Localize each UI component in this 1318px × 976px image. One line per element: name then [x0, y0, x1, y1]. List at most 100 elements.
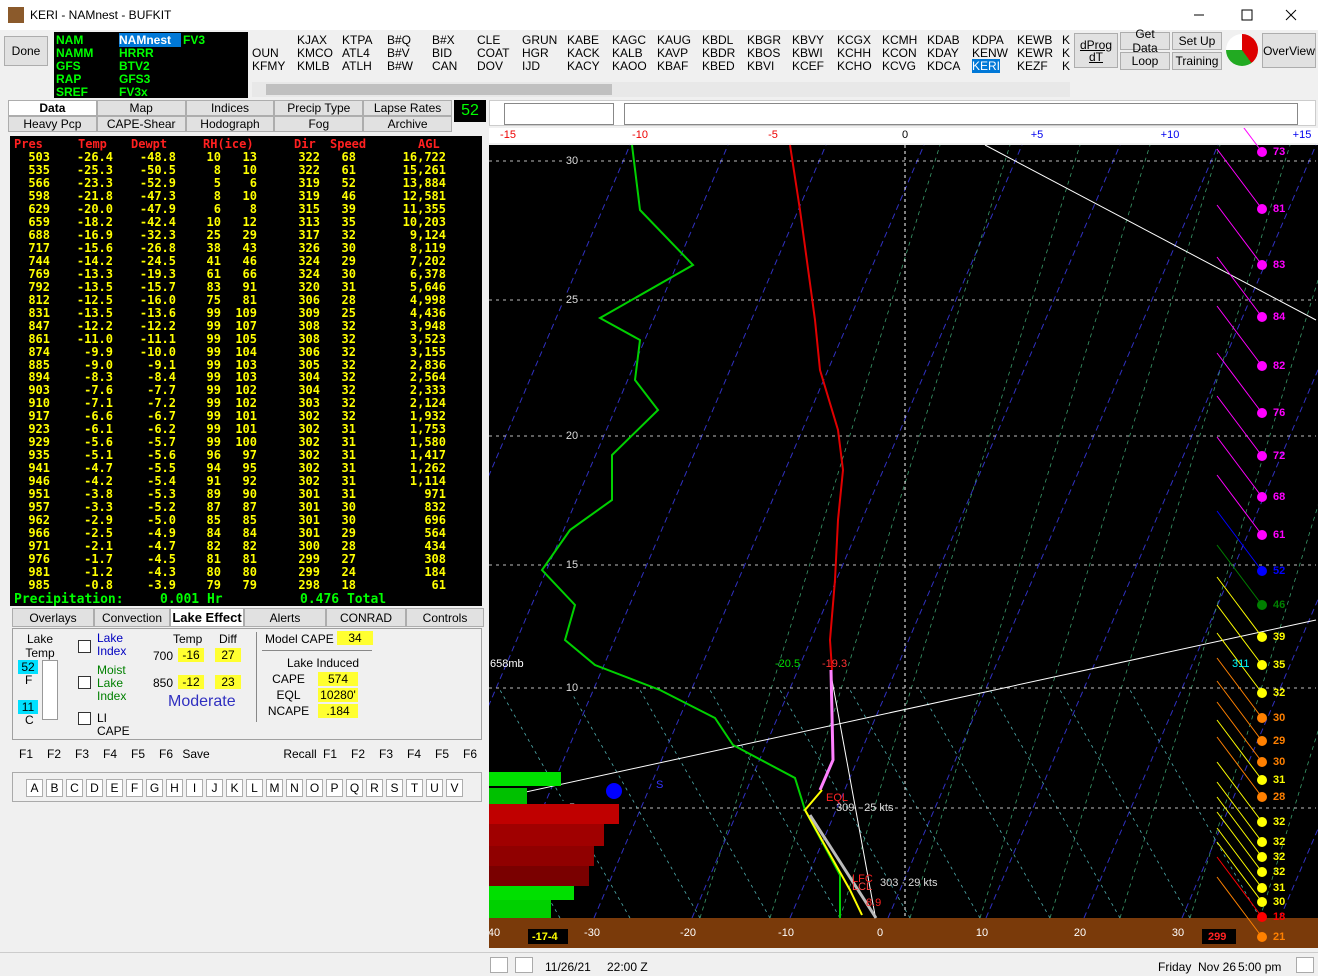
model-option[interactable]: FV3x [119, 85, 148, 99]
tab[interactable]: Map [96, 100, 186, 116]
tab[interactable]: Data [8, 100, 97, 116]
station-option[interactable]: GRUN [522, 33, 558, 47]
arrow-button[interactable] [490, 957, 508, 973]
lower-tab[interactable]: Overlays [12, 608, 94, 627]
f-key[interactable]: F6 [462, 747, 477, 761]
arrow-button[interactable] [515, 957, 533, 973]
station-option[interactable]: DOV [477, 59, 504, 73]
station-option[interactable]: KCEF [792, 59, 825, 73]
letter-button[interactable]: S [386, 779, 403, 797]
window-controls[interactable] [1190, 5, 1310, 25]
tab[interactable]: Heavy Pcp [8, 116, 97, 132]
lower-tab[interactable]: Convection [94, 608, 170, 627]
f-key[interactable]: F6 [158, 747, 173, 761]
station-option[interactable]: KMLB [297, 59, 330, 73]
letter-button[interactable]: N [286, 779, 303, 797]
lower-tab[interactable]: Controls [406, 608, 484, 627]
station-option[interactable]: KBVY [792, 33, 825, 47]
letter-button[interactable]: K [226, 779, 243, 797]
letter-button[interactable]: L [246, 779, 263, 797]
station-option[interactable]: KBWI [792, 46, 823, 60]
letter-button[interactable]: U [426, 779, 443, 797]
tab[interactable]: Fog [274, 116, 364, 132]
letter-button[interactable]: O [306, 779, 323, 797]
f-key[interactable]: F4 [406, 747, 421, 761]
station-option[interactable]: KBDR [702, 46, 736, 60]
letter-button[interactable]: P [326, 779, 343, 797]
recall-button[interactable]: Recall [283, 747, 317, 761]
station-option[interactable]: KCMH [882, 33, 918, 47]
station-option[interactable]: KEZF [1017, 59, 1048, 73]
spinner[interactable] [42, 660, 58, 720]
station-option[interactable]: KBAF [657, 59, 689, 73]
model-option[interactable]: GFS [56, 59, 81, 73]
model-option[interactable]: HRRR [119, 46, 154, 60]
station-option[interactable]: HGR [522, 46, 549, 60]
lower-tab[interactable]: Lake Effect [170, 608, 244, 627]
f-key[interactable]: F2 [350, 747, 365, 761]
letter-button[interactable]: R [366, 779, 383, 797]
dprog-button[interactable]: dProg dT [1074, 33, 1118, 68]
f-key[interactable]: F2 [46, 747, 61, 761]
loop-button[interactable]: Loop [1120, 52, 1170, 70]
letter-button[interactable]: H [166, 779, 183, 797]
station-option[interactable]: KDAB [927, 33, 960, 47]
save-button[interactable]: Save [182, 747, 210, 761]
model-option[interactable]: RAP [56, 72, 82, 86]
station-option[interactable]: K [1062, 33, 1071, 47]
station-option[interactable]: KJAX [297, 33, 328, 47]
station-option[interactable]: CAN [432, 59, 458, 73]
station-option[interactable]: KBVI [747, 59, 775, 73]
station-option[interactable]: COAT [477, 46, 510, 60]
station-option[interactable]: KMCO [297, 46, 333, 60]
letter-button[interactable]: Q [346, 779, 363, 797]
station-option[interactable]: KENW [972, 46, 1008, 60]
station-option[interactable]: KTPA [342, 33, 373, 47]
tab[interactable]: Precip Type [274, 100, 364, 116]
station-option[interactable]: B#W [387, 59, 414, 73]
letter-button[interactable]: J [206, 779, 223, 797]
letter-button[interactable]: V [446, 779, 463, 797]
f-key[interactable]: F4 [102, 747, 117, 761]
station-option[interactable]: KAUG [657, 33, 692, 47]
letter-button[interactable]: E [106, 779, 123, 797]
station-option[interactable]: KBGR [747, 33, 782, 47]
station-option[interactable]: KAVP [657, 46, 689, 60]
arrow-button[interactable] [1296, 957, 1314, 973]
station-option[interactable]: KBED [702, 59, 735, 73]
f-key[interactable]: F3 [378, 747, 393, 761]
model-option[interactable]: FV3 [183, 33, 206, 47]
letter-button[interactable]: M [266, 779, 283, 797]
station-option[interactable]: KEWR [1017, 46, 1053, 60]
model-option[interactable]: NAMM [56, 46, 94, 60]
station-option[interactable]: KDAY [927, 46, 959, 60]
checkbox[interactable] [78, 676, 91, 689]
station-option[interactable]: BID [432, 46, 453, 60]
tab[interactable]: Archive [363, 116, 452, 132]
letter-button[interactable]: G [146, 779, 163, 797]
tab[interactable]: Hodograph [185, 116, 275, 132]
station-option[interactable]: KACY [567, 59, 600, 73]
station-option[interactable]: IJD [522, 59, 540, 73]
lake-temp-f[interactable]: 52 [18, 660, 38, 674]
f-key[interactable]: F5 [434, 747, 449, 761]
get-data-button[interactable]: Get Data [1120, 27, 1170, 55]
station-option[interactable]: KBOS [747, 46, 781, 60]
station-option[interactable]: OUN [252, 46, 279, 60]
station-option[interactable]: B#V [387, 46, 410, 60]
training-button[interactable]: Training [1172, 52, 1222, 70]
model-option[interactable]: SREF [56, 85, 89, 99]
letter-button[interactable]: C [66, 779, 83, 797]
lower-tab[interactable]: CONRAD [326, 608, 406, 627]
tab[interactable]: Indices [185, 100, 275, 116]
station-option[interactable]: KALB [612, 46, 643, 60]
lake-temp-c[interactable]: 11 [18, 700, 38, 714]
tab[interactable]: CAPE-Shear [96, 116, 186, 132]
model-option[interactable]: NAMnest [119, 33, 181, 47]
station-option[interactable]: ATLH [342, 59, 372, 73]
station-option[interactable]: KAOO [612, 59, 647, 73]
model-option[interactable]: BTV2 [119, 59, 150, 73]
letter-button[interactable]: T [406, 779, 423, 797]
done-button[interactable]: Done [4, 36, 48, 66]
station-option[interactable]: KBDL [702, 33, 734, 47]
